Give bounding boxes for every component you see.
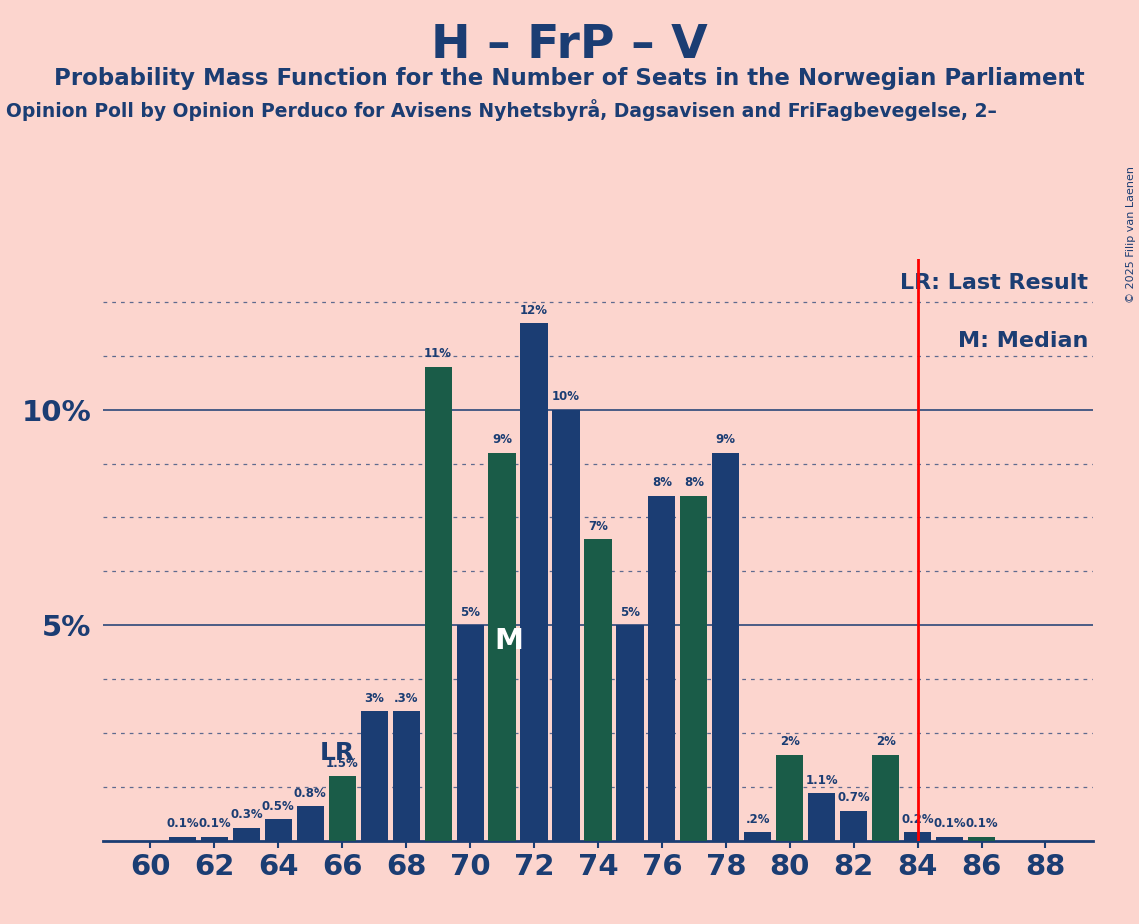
Text: LR: LR	[320, 741, 355, 765]
Text: 8%: 8%	[652, 477, 672, 490]
Text: 8%: 8%	[683, 477, 704, 490]
Text: 0.1%: 0.1%	[166, 817, 198, 830]
Text: 3%: 3%	[364, 692, 384, 705]
Text: 10%: 10%	[552, 390, 580, 403]
Text: Opinion Poll by Opinion Perduco for Avisens Nyhetsbyrå, Dagsavisen and FriFagbev: Opinion Poll by Opinion Perduco for Avis…	[6, 99, 997, 121]
Text: 0.3%: 0.3%	[230, 808, 263, 821]
Bar	[584, 539, 612, 841]
Bar	[329, 776, 355, 841]
Bar	[200, 836, 228, 841]
Bar	[169, 836, 196, 841]
Text: 9%: 9%	[715, 433, 736, 446]
Bar	[809, 794, 835, 841]
Text: 1.5%: 1.5%	[326, 757, 359, 770]
Text: 0.1%: 0.1%	[965, 817, 998, 830]
Text: 0.1%: 0.1%	[933, 817, 966, 830]
Bar	[296, 807, 323, 841]
Bar	[489, 453, 516, 841]
Text: Probability Mass Function for the Number of Seats in the Norwegian Parliament: Probability Mass Function for the Number…	[55, 67, 1084, 90]
Text: 2%: 2%	[876, 736, 895, 748]
Text: 12%: 12%	[521, 304, 548, 317]
Text: .2%: .2%	[746, 813, 770, 826]
Text: LR: Last Result: LR: Last Result	[901, 274, 1089, 293]
Bar	[680, 496, 707, 841]
Text: 0.2%: 0.2%	[901, 813, 934, 826]
Bar	[264, 820, 292, 841]
Text: 0.8%: 0.8%	[294, 787, 327, 800]
Bar	[712, 453, 739, 841]
Bar	[232, 828, 260, 841]
Text: 9%: 9%	[492, 433, 513, 446]
Bar	[648, 496, 675, 841]
Text: 1.1%: 1.1%	[805, 774, 838, 787]
Bar	[552, 409, 580, 841]
Bar	[616, 626, 644, 841]
Text: M: Median: M: Median	[958, 332, 1089, 351]
Text: © 2025 Filip van Laenen: © 2025 Filip van Laenen	[1125, 166, 1136, 303]
Bar	[841, 810, 867, 841]
Text: 5%: 5%	[620, 606, 640, 619]
Bar	[521, 323, 548, 841]
Text: 5%: 5%	[460, 606, 481, 619]
Text: 0.7%: 0.7%	[837, 791, 870, 804]
Text: 2%: 2%	[780, 736, 800, 748]
Bar	[393, 711, 420, 841]
Text: M: M	[494, 627, 523, 655]
Bar	[904, 833, 932, 841]
Text: H – FrP – V: H – FrP – V	[432, 23, 707, 68]
Bar	[872, 755, 900, 841]
Text: 0.5%: 0.5%	[262, 800, 295, 813]
Bar	[936, 836, 964, 841]
Bar	[776, 755, 803, 841]
Text: 0.1%: 0.1%	[198, 817, 231, 830]
Bar	[968, 836, 995, 841]
Text: 11%: 11%	[424, 347, 452, 360]
Bar	[744, 833, 771, 841]
Bar	[425, 367, 452, 841]
Bar	[361, 711, 387, 841]
Bar	[457, 626, 484, 841]
Text: 7%: 7%	[588, 519, 608, 532]
Text: .3%: .3%	[394, 692, 418, 705]
